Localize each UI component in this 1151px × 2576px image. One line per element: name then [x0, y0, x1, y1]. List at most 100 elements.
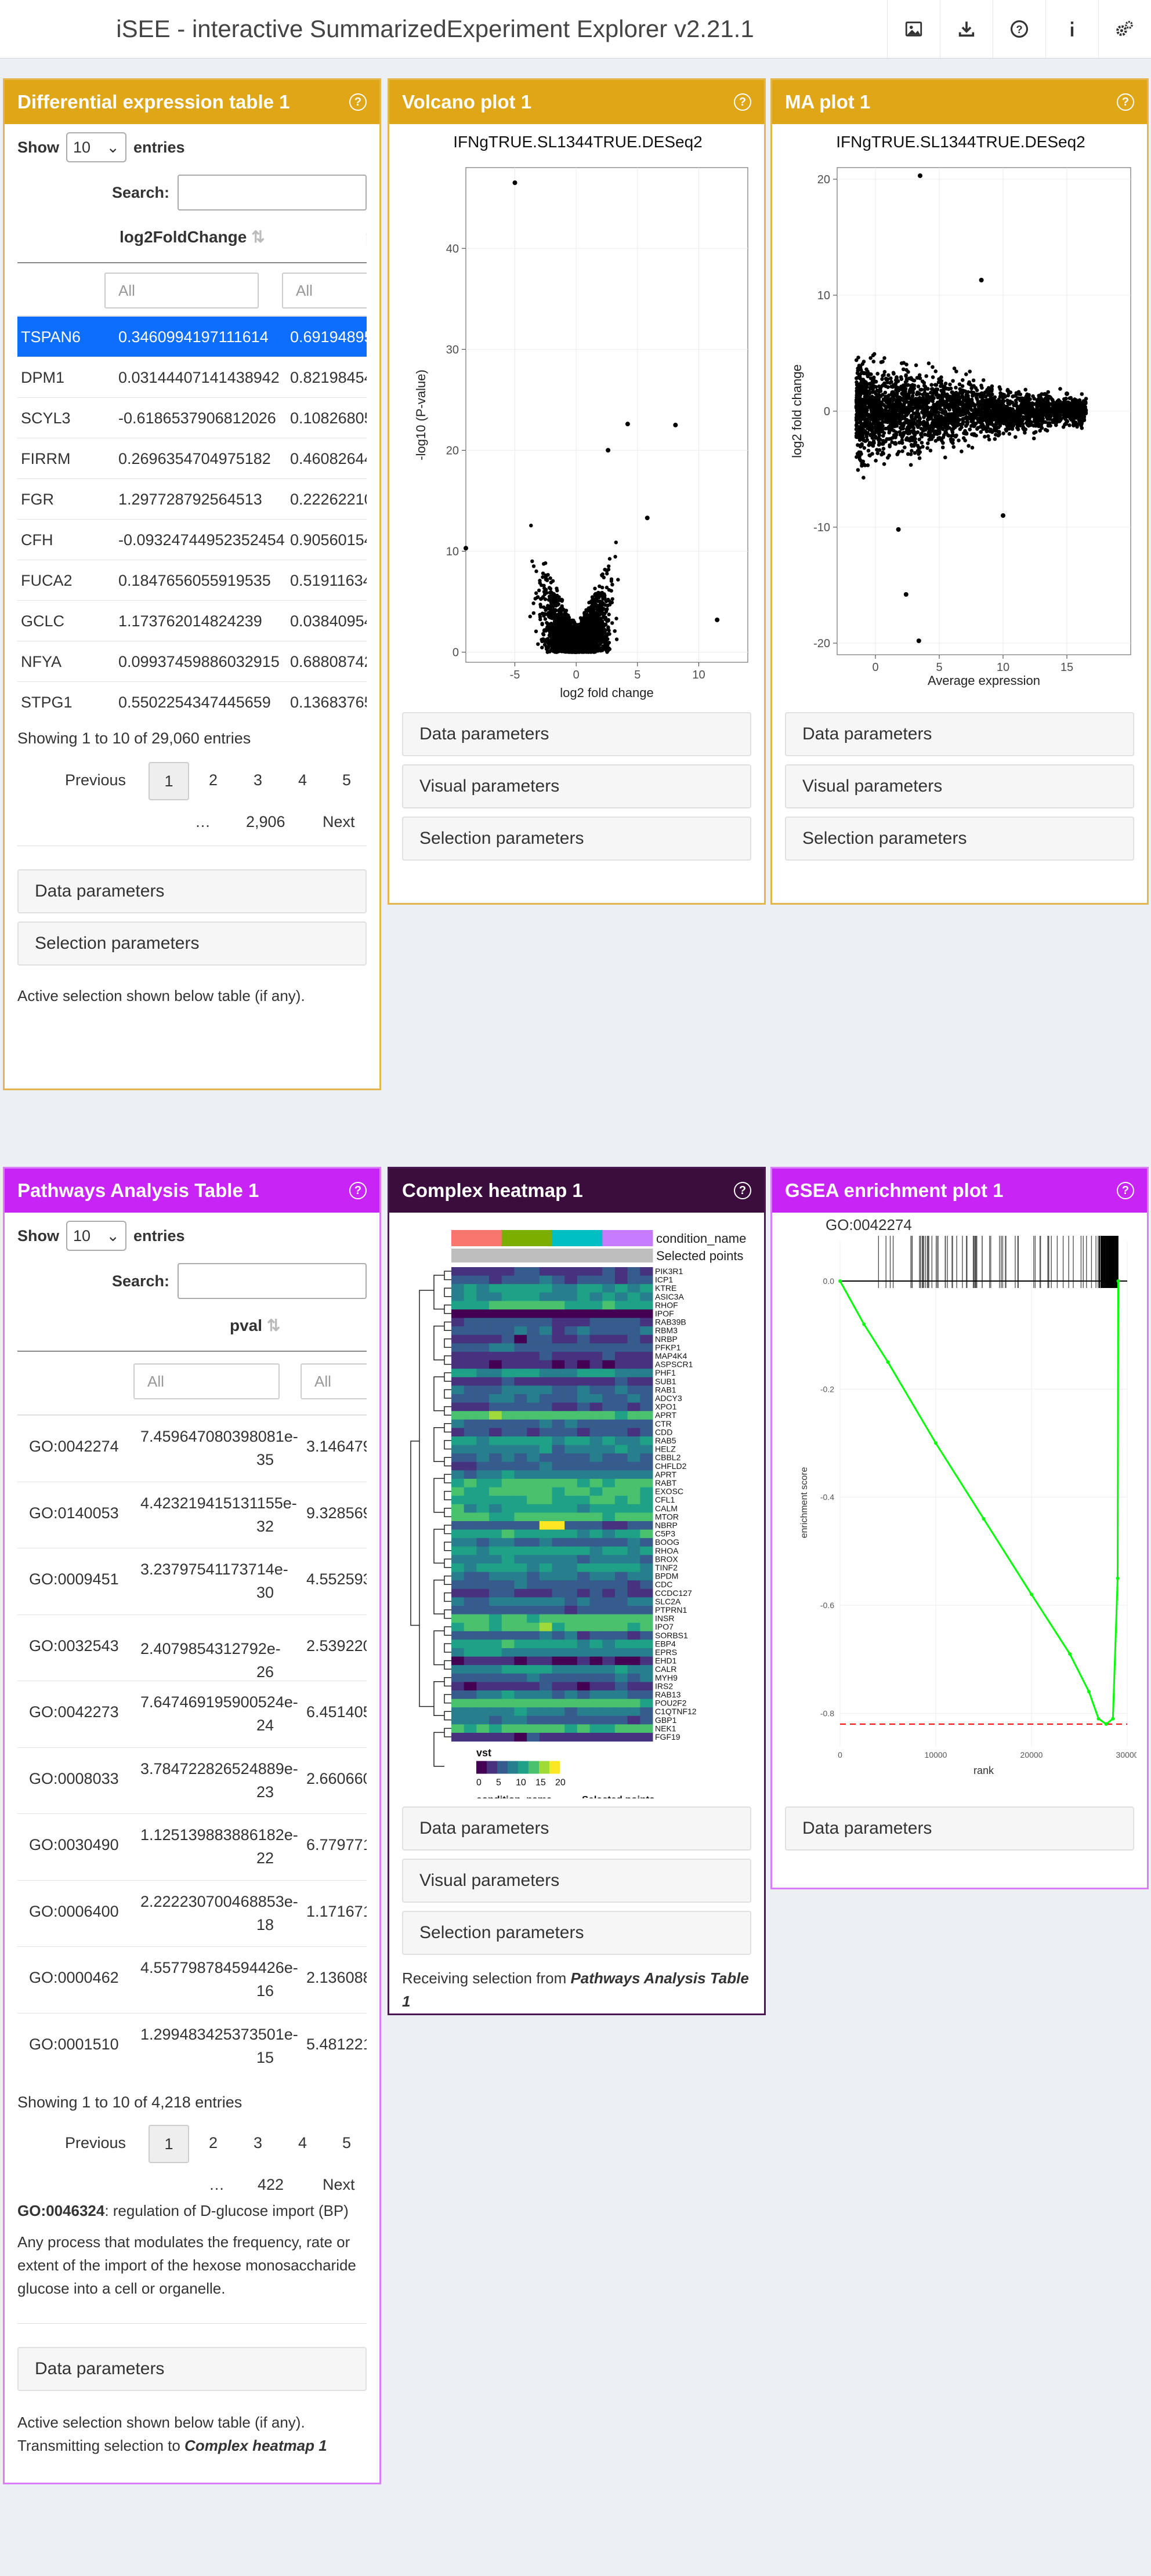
data-point [951, 379, 955, 383]
data-point [597, 596, 601, 600]
data-point [916, 384, 921, 389]
data-point [596, 592, 600, 596]
data-point [904, 368, 909, 372]
data-point [870, 411, 875, 415]
x-tick-label: 0 [573, 669, 580, 681]
search-input[interactable] [178, 175, 367, 211]
data-point [874, 459, 878, 463]
page-button-1[interactable]: 1 [149, 762, 189, 800]
download-icon[interactable] [940, 0, 993, 58]
data-point [593, 586, 597, 590]
data-point [558, 639, 563, 643]
gene-cell: FUCA2 [21, 572, 73, 589]
page-button-last[interactable]: 2,906 [246, 813, 285, 830]
data-point [602, 592, 606, 596]
page-button-4[interactable]: 4 [298, 771, 307, 789]
data-point [933, 413, 938, 418]
data-point [556, 627, 560, 632]
data-point [1058, 387, 1062, 391]
column-header-p[interactable]: p [365, 227, 367, 246]
data-point [952, 367, 957, 371]
selection-parameters-section[interactable]: Selection parameters [402, 817, 751, 861]
entries-label: entries [133, 138, 185, 156]
filter-input[interactable]: All [104, 273, 259, 309]
visual-parameters-section[interactable]: Visual parameters [402, 764, 751, 808]
data-point [855, 455, 859, 459]
data-point [897, 417, 901, 421]
data-point [867, 420, 872, 425]
column-header-log2foldchange[interactable]: log2FoldChange ⇅ [120, 227, 265, 246]
info-icon[interactable] [1045, 0, 1098, 58]
data-point [531, 564, 536, 568]
settings-icon[interactable] [1098, 0, 1151, 58]
data-point [541, 633, 546, 637]
page-button-2[interactable]: 2 [209, 771, 218, 789]
data-point [1038, 429, 1042, 433]
filter-input[interactable]: All [282, 273, 367, 309]
data-point [974, 396, 979, 400]
page-button-5[interactable]: 5 [342, 771, 352, 789]
question-icon[interactable]: ? [734, 93, 751, 111]
data-point [606, 625, 610, 629]
data-point [543, 597, 548, 601]
image-icon[interactable] [887, 0, 940, 58]
data-point [957, 382, 962, 386]
data-point [947, 408, 951, 412]
chart-title: IFNgTRUE.SL1344TRUE.DESeq2 [453, 133, 703, 151]
data-point [578, 643, 582, 647]
data-point [610, 621, 614, 625]
y-tick-label: 20 [446, 444, 459, 457]
data-point [593, 597, 597, 601]
data-point [564, 612, 569, 616]
data-point [1043, 427, 1048, 432]
data-point [862, 371, 866, 376]
entries-select[interactable]: 10 ⌄ [66, 132, 126, 162]
data-point [866, 448, 871, 453]
x-axis-label: log2 fold change [560, 685, 653, 700]
panel-header: Differential expression table 1 ? [5, 80, 379, 124]
data-point [947, 434, 951, 438]
data-parameters-section[interactable]: Data parameters [17, 869, 367, 913]
entries-length-control: Show 10 ⌄ entries [17, 124, 367, 170]
p-cell: 0.5191163490 [290, 572, 367, 589]
data-point [715, 617, 720, 622]
question-icon[interactable]: ? [349, 93, 367, 111]
y-tick-label: 20 [817, 173, 830, 186]
data-point [1074, 398, 1078, 402]
page-button-3[interactable]: 3 [254, 771, 263, 789]
log2foldchange-cell: 0.5502254347445659 [118, 694, 271, 711]
table-body: TSPAN60.34609941971116140.6919489547DPM1… [17, 316, 367, 719]
p-cell: 0.0384095440 [290, 612, 367, 630]
data-point [599, 626, 603, 630]
help-icon[interactable]: ? [993, 0, 1045, 58]
x-tick-label: 10 [997, 661, 1009, 674]
data-point [883, 390, 888, 395]
data-parameters-section[interactable]: Data parameters [402, 712, 751, 756]
data-point [603, 596, 607, 600]
data-point [872, 375, 876, 380]
data-point [1000, 394, 1004, 398]
data-points [854, 173, 1088, 643]
next-page-button[interactable]: Next [323, 813, 355, 830]
data-point [574, 640, 578, 644]
data-point [1023, 387, 1027, 392]
data-point [553, 641, 557, 645]
previous-page-button[interactable]: Previous [65, 771, 126, 789]
y-tick-label: 0 [824, 405, 830, 418]
question-icon[interactable]: ? [1117, 93, 1134, 111]
data-point [880, 377, 884, 381]
data-point [886, 385, 890, 389]
selection-parameters-section[interactable]: Selection parameters [17, 921, 367, 966]
volcano-plot[interactable]: IFNgTRUE.SL1344TRUE.DESeq2-5 0 5 1001020304… [402, 124, 754, 704]
